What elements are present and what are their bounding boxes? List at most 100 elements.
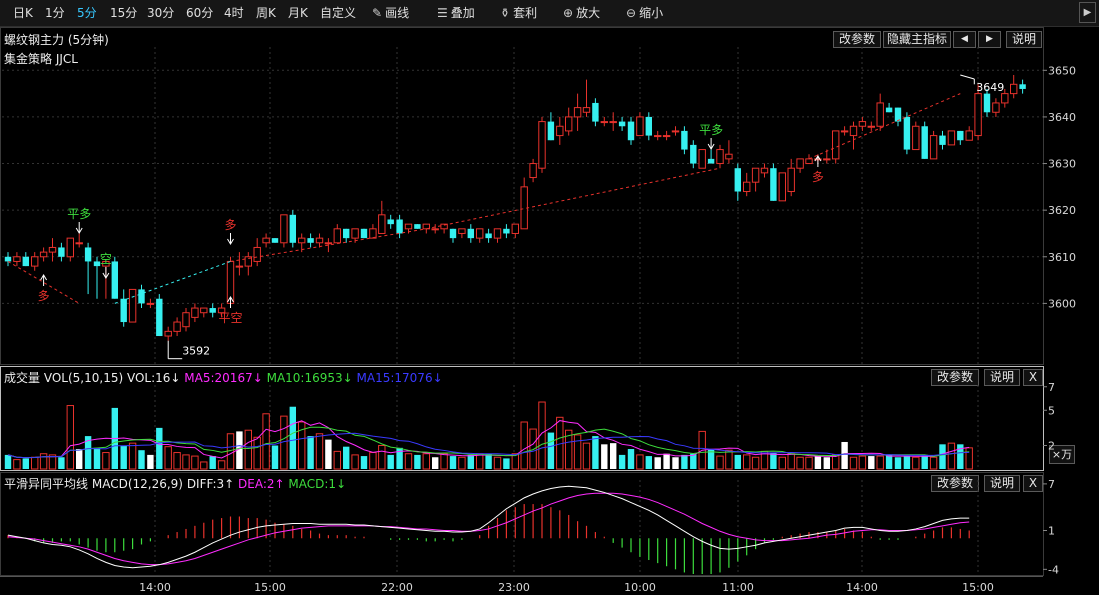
volume-bar [467, 454, 474, 469]
volume-axis-label: 7 [1048, 381, 1055, 394]
candle-body [209, 308, 216, 313]
candle-body [912, 125, 920, 151]
volume-bar [636, 454, 644, 470]
volume-bar [156, 427, 163, 469]
volume-bar [725, 449, 733, 470]
macd-close-button[interactable]: X [1023, 475, 1043, 492]
trend-dash [808, 93, 961, 160]
volume-bar [422, 453, 431, 470]
signal-label: 多 [224, 218, 236, 232]
candle-body [22, 256, 29, 267]
volume-bar [200, 461, 208, 470]
volume-params-button[interactable]: 改参数 [931, 369, 979, 386]
tool-button-0[interactable]: ✎ 画线 [372, 5, 409, 22]
hide-indicator-button[interactable]: 隐藏主指标 [883, 31, 951, 48]
volume-bar [876, 455, 884, 470]
volume-axis-label: 2 [1048, 440, 1055, 453]
volume-bar [369, 452, 377, 470]
volume-bar [939, 444, 946, 469]
period-tab-1[interactable]: 1分 [45, 6, 65, 20]
period-tab-8[interactable]: 月K [288, 6, 308, 20]
tool-button-1[interactable]: ☰ 叠加 [437, 5, 475, 22]
candle-body [66, 237, 74, 258]
candle-body [458, 228, 466, 234]
volume-bar [618, 454, 626, 469]
triangle-right-icon[interactable]: ▶ [1079, 2, 1096, 23]
volume-bar [58, 457, 65, 469]
signal-label: 空 [100, 252, 112, 266]
zoom-out-icon: ⊖ [626, 6, 637, 20]
candle-body [823, 158, 831, 161]
period-tab-3[interactable]: 15分 [110, 6, 138, 20]
candle-body [182, 312, 190, 328]
volume-bar [360, 456, 368, 469]
candle-body [636, 116, 644, 137]
volume-unit-toggle[interactable]: ×万 [1049, 445, 1075, 464]
candle-body [476, 228, 484, 239]
period-tab-7[interactable]: 周K [256, 6, 276, 20]
candle-body [929, 135, 938, 160]
candle-body [867, 125, 875, 128]
candle-body [796, 158, 804, 169]
volume-close-button[interactable]: X [1023, 369, 1043, 386]
signal-arrow [75, 227, 83, 234]
tool-button-2[interactable]: ⚱ 套利 [500, 5, 537, 22]
volume-bar [503, 458, 510, 469]
next-indicator-button[interactable]: ▶ [978, 31, 1001, 48]
candle-body [280, 214, 288, 244]
volume-bar [343, 446, 350, 469]
candle-body [565, 116, 573, 132]
period-tab-6[interactable]: 4时 [224, 6, 244, 20]
volume-bar [743, 454, 751, 470]
volume-bar [39, 453, 48, 470]
candle-body [493, 228, 502, 239]
macd-params-button[interactable]: 改参数 [931, 475, 979, 492]
volume-bar [796, 456, 804, 470]
volume-help-button[interactable]: 说明 [984, 369, 1020, 386]
period-tab-4[interactable]: 30分 [147, 6, 175, 20]
volume-bar [253, 436, 261, 470]
tool-button-4[interactable]: ⊖ 缩小 [626, 5, 663, 22]
candle-body [58, 247, 65, 257]
candle-body [511, 223, 519, 234]
main-params-button[interactable]: 改参数 [833, 31, 881, 48]
candle-body [529, 163, 537, 179]
tool-button-3[interactable]: ⊕ 放大 [563, 5, 600, 22]
tool-label: 叠加 [450, 6, 475, 20]
volume-bar [315, 433, 324, 470]
candle-body [965, 130, 973, 141]
candle-body [503, 228, 510, 234]
candle-body [156, 298, 163, 337]
volume-bar [396, 447, 403, 469]
trend-dash [114, 260, 231, 304]
volume-bar [120, 445, 127, 469]
volume-bar [858, 455, 867, 470]
candle-body [760, 167, 769, 174]
macd-axis-label: -4 [1048, 563, 1059, 576]
candle-body [894, 107, 902, 122]
period-tab-2[interactable]: 5分 [77, 6, 97, 20]
price-label: 3640 [1048, 111, 1076, 124]
period-tab-5[interactable]: 60分 [186, 6, 214, 20]
main-help-button[interactable]: 说明 [1006, 31, 1042, 48]
volume-bar [957, 444, 964, 469]
candle-body [164, 330, 172, 337]
volume-bar [707, 449, 715, 469]
candle-body [662, 135, 671, 138]
candle-body [217, 307, 226, 314]
period-tab-9[interactable]: 自定义 [320, 6, 357, 20]
candle-body [262, 237, 270, 244]
candle-body [404, 223, 413, 230]
volume-value: VOL:16↓ [126, 371, 181, 385]
volume-bar [262, 413, 270, 470]
prev-indicator-button[interactable]: ◀ [953, 31, 976, 48]
volume-bar [921, 454, 928, 469]
candle-body [449, 228, 457, 239]
macd-help-button[interactable]: 说明 [984, 475, 1020, 492]
chart-title: 螺纹钢主力 (5分钟) [4, 33, 109, 47]
volume-bar [965, 447, 973, 470]
candle-body [75, 242, 83, 245]
volume-bar [645, 456, 652, 469]
candle-body [858, 121, 867, 127]
period-tab-0[interactable]: 日K [13, 6, 33, 20]
